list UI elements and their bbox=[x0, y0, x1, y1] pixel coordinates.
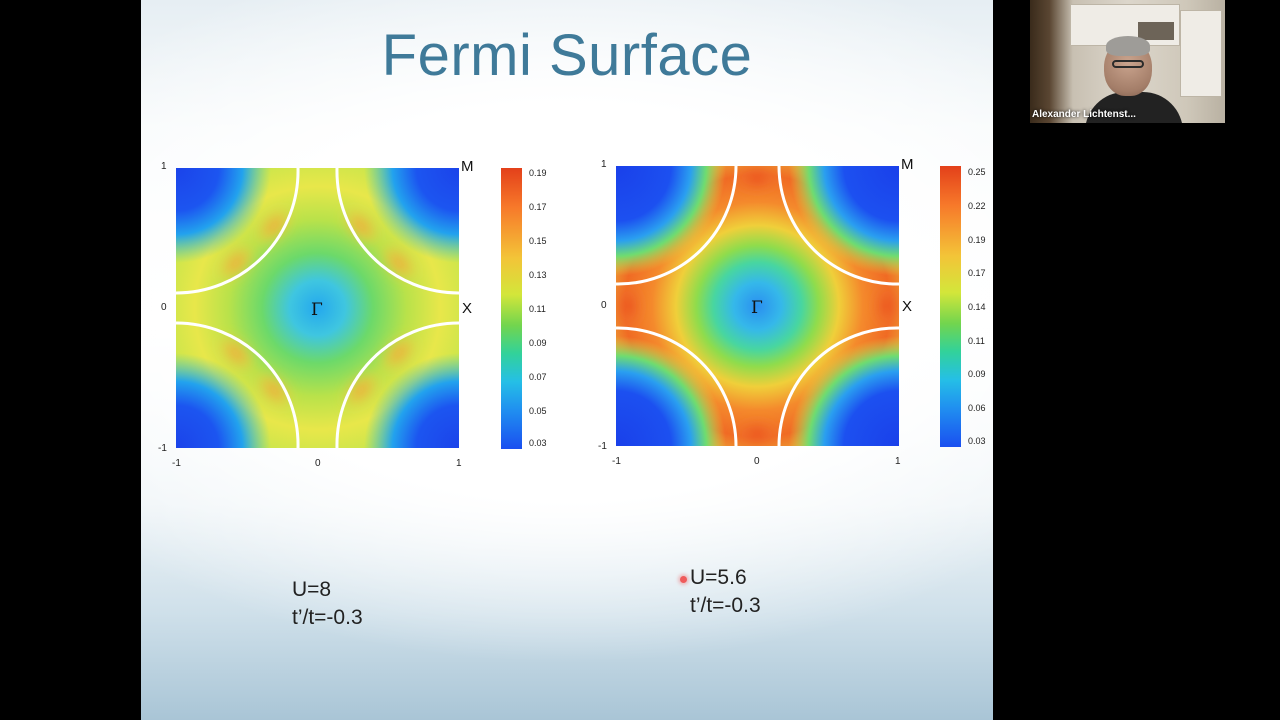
colorbar-tick: 0.13 bbox=[529, 270, 547, 280]
colorbar-tick: 0.15 bbox=[529, 236, 547, 246]
interaction-strength: U=8 bbox=[292, 578, 332, 601]
fermi-line bbox=[176, 168, 300, 295]
colorbar-tick: 0.09 bbox=[529, 338, 547, 348]
parameters-left: U=8 t’/t=-0.3 bbox=[292, 576, 363, 632]
x-point-label: X bbox=[902, 298, 913, 315]
x-tick: 0 bbox=[315, 458, 321, 469]
fermi-line bbox=[335, 168, 459, 295]
hopping-ratio: t’/t=-0.3 bbox=[690, 594, 761, 617]
participant-video-tile[interactable]: Alexander Lichtenst... bbox=[1030, 0, 1225, 123]
x-tick: 1 bbox=[456, 458, 462, 469]
fermi-line bbox=[777, 326, 899, 446]
background-shelf bbox=[1180, 10, 1222, 97]
colorbar-tick: 0.06 bbox=[968, 403, 986, 413]
m-point-label: M bbox=[901, 156, 914, 173]
glasses bbox=[1112, 60, 1144, 68]
colorbar-tick: 0.11 bbox=[529, 304, 546, 314]
gamma-point-label: Γ bbox=[751, 298, 763, 318]
colorbar-tick: 0.17 bbox=[529, 202, 547, 212]
colorbar-tick: 0.11 bbox=[968, 336, 985, 346]
background-books bbox=[1138, 22, 1174, 40]
colorbar-right bbox=[940, 166, 961, 447]
x-tick: -1 bbox=[612, 456, 621, 467]
y-tick: -1 bbox=[598, 441, 607, 452]
colorbar-tick: 0.22 bbox=[968, 201, 986, 211]
slide-title: Fermi Surface bbox=[381, 23, 753, 88]
participant-hair bbox=[1106, 36, 1150, 56]
hopping-ratio: t’/t=-0.3 bbox=[292, 606, 363, 629]
gamma-point-label: Γ bbox=[311, 300, 323, 320]
x-tick: 0 bbox=[754, 456, 760, 467]
y-tick: -1 bbox=[158, 443, 167, 454]
x-point-label: X bbox=[462, 300, 473, 317]
colorbar-tick: 0.05 bbox=[529, 406, 547, 416]
y-tick: 1 bbox=[161, 161, 167, 172]
y-tick: 1 bbox=[601, 159, 607, 170]
colorbar-tick: 0.03 bbox=[529, 438, 547, 448]
colorbar-tick: 0.03 bbox=[968, 436, 986, 446]
colorbar-tick: 0.19 bbox=[529, 168, 547, 178]
colorbar-tick: 0.25 bbox=[968, 167, 986, 177]
y-tick: 0 bbox=[161, 302, 167, 313]
participant-name: Alexander Lichtenst... bbox=[1032, 109, 1136, 120]
parameters-right: U=5.6 t’/t=-0.3 bbox=[690, 564, 761, 620]
fermi-line bbox=[777, 166, 899, 286]
heatmap-left bbox=[176, 168, 459, 448]
colorbar-tick: 0.14 bbox=[968, 302, 986, 312]
laser-pointer-dot bbox=[680, 576, 687, 583]
presentation-slide: Fermi Surface bbox=[141, 0, 993, 720]
fermi-line bbox=[176, 321, 300, 448]
spectral-map-left bbox=[176, 168, 459, 448]
colorbar-tick: 0.09 bbox=[968, 369, 986, 379]
x-tick: 1 bbox=[895, 456, 901, 467]
colorbar-tick: 0.07 bbox=[529, 372, 547, 382]
spectral-map-right bbox=[616, 166, 899, 446]
m-point-label: M bbox=[461, 158, 474, 175]
x-tick: -1 bbox=[172, 458, 181, 469]
colorbar-tick: 0.17 bbox=[968, 268, 986, 278]
heatmap-right bbox=[616, 166, 899, 446]
y-tick: 0 bbox=[601, 300, 607, 311]
colorbar-tick: 0.19 bbox=[968, 235, 986, 245]
colorbar-left bbox=[501, 168, 522, 449]
fermi-line bbox=[335, 321, 459, 448]
interaction-strength: U=5.6 bbox=[690, 566, 747, 589]
fermi-line bbox=[616, 166, 738, 286]
fermi-line bbox=[616, 326, 738, 446]
